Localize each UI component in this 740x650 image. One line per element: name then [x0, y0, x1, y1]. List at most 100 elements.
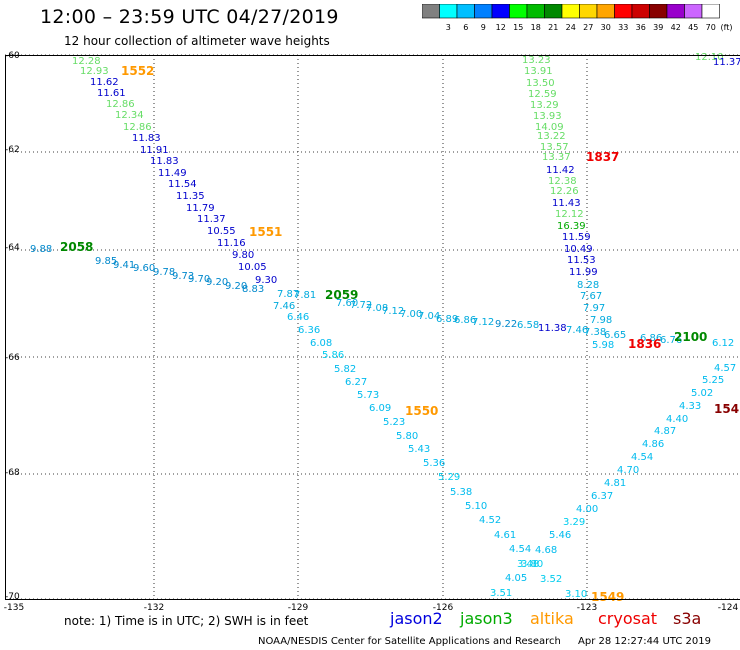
wave-height-label: 6.86 — [454, 315, 476, 326]
wave-height-label: 14.09 — [535, 122, 564, 133]
wave-height-label: 7.67 — [580, 291, 602, 302]
wave-height-label: 6.58 — [517, 320, 539, 331]
lat-label: -62 — [5, 145, 20, 155]
wave-height-label: 3.51 — [490, 588, 512, 599]
wave-height-label: 5.82 — [334, 364, 356, 375]
wave-height-label: 5.43 — [408, 444, 430, 455]
map-frame — [5, 55, 740, 600]
wave-height-label: 12.12 — [555, 209, 584, 220]
scale-tick-label: 9 — [481, 23, 486, 32]
pass-time-label: 154 — [714, 402, 739, 416]
wave-height-label: 12.38 — [548, 176, 577, 187]
wave-height-label: 13.23 — [522, 55, 551, 66]
wave-height-label: 11.54 — [168, 179, 197, 190]
wave-height-label: 11.37 — [713, 57, 740, 68]
pass-time-label: 2059 — [325, 288, 358, 302]
scale-tick-label: 70 — [706, 23, 716, 32]
wave-height-label: 11.59 — [562, 232, 591, 243]
wave-height-label: 7.08 — [366, 303, 388, 314]
wave-height-label: 11.16 — [217, 238, 246, 249]
wave-height-label: 7.46 — [273, 301, 295, 312]
wave-height-label: 12.26 — [550, 186, 579, 197]
wave-height-label: 12.93 — [80, 66, 109, 77]
wave-height-label: 5.80 — [396, 431, 418, 442]
wave-height-label: 6.76 — [660, 335, 682, 346]
scale-swatch — [701, 4, 720, 19]
wave-height-label: 4.52 — [479, 515, 501, 526]
wave-height-label: 5.86 — [322, 350, 344, 361]
credit-line: NOAA/NESDIS Center for Satellite Applica… — [258, 636, 561, 647]
wave-height-label: 3.48 — [517, 559, 539, 570]
wave-height-label: 7.60 — [336, 298, 358, 309]
wave-height-label: 11.42 — [546, 165, 575, 176]
lat-label: -64 — [5, 243, 20, 253]
wave-height-label: 4.68 — [535, 545, 557, 556]
scale-tick-label: 15 — [513, 23, 523, 32]
wave-height-label: 10.05 — [238, 262, 267, 273]
wave-height-label: 7.38 — [584, 327, 606, 338]
scale-tick-label: 18 — [531, 23, 541, 32]
wave-height-label: 5.25 — [702, 375, 724, 386]
wave-height-label: 7.87 — [277, 289, 299, 300]
wave-height-label: 13.91 — [524, 66, 553, 77]
wave-height-label: 9.41 — [113, 260, 135, 271]
wave-height-labels: 12.2812.9311.6211.6112.8612.3412.8611.83… — [30, 52, 740, 600]
wave-height-label: 12.34 — [115, 110, 144, 121]
wave-height-label: 4.54 — [631, 452, 653, 463]
wave-height-label: 11.61 — [97, 88, 126, 99]
wave-height-label: 11.91 — [140, 145, 169, 156]
wave-height-label: 9.30 — [255, 275, 277, 286]
wave-height-label: 4.00 — [576, 504, 598, 515]
wave-height-label: 11.43 — [552, 198, 581, 209]
wave-height-label: 3.29 — [563, 517, 585, 528]
wave-height-label: 4.57 — [714, 363, 736, 374]
wave-height-label: 8.83 — [242, 284, 264, 295]
pass-time-label: 1550 — [405, 404, 438, 418]
wave-height-label: 9.78 — [153, 267, 175, 278]
lon-label: -135 — [3, 603, 25, 613]
wave-height-label: 6.86 — [640, 333, 662, 344]
wave-height-label: 9.20 — [225, 281, 247, 292]
scale-tick-label: 6 — [463, 23, 468, 32]
wave-height-label: 4.70 — [617, 465, 639, 476]
lon-label: -123 — [576, 603, 598, 613]
color-scale-bar: 3 6 9 12 15 18 21 24 27 30 33 36 39 42 45 70 (ft) — [422, 4, 733, 32]
pass-time-label: 1551 — [249, 225, 282, 239]
wave-height-label: 11.79 — [186, 203, 215, 214]
scale-tick-label: 33 — [618, 23, 628, 32]
scale-tick-label: 45 — [688, 23, 698, 32]
lon-label: -129 — [287, 603, 309, 613]
pass-time-label: 1549 — [591, 590, 624, 604]
wave-height-label: 9.20 — [206, 277, 228, 288]
wave-height-label: 6.65 — [604, 330, 626, 341]
wave-height-label: 7.72 — [350, 300, 372, 311]
scale-tick-label: 42 — [671, 23, 681, 32]
wave-height-label: 4.40 — [666, 414, 688, 425]
wave-height-label: 4.87 — [654, 426, 676, 437]
scale-tick-label: 30 — [601, 23, 611, 32]
lat-label: -70 — [5, 592, 20, 602]
pass-time-label: 1552 — [121, 64, 154, 78]
wave-height-label: 5.46 — [549, 530, 571, 541]
wave-height-label: 11.38 — [538, 323, 567, 334]
pass-time-label: 1837 — [586, 150, 619, 164]
wave-height-label: 7.46 — [566, 325, 588, 336]
wave-height-label: 9.73 — [172, 271, 194, 282]
wave-height-label: 5.02 — [691, 388, 713, 399]
wave-height-label: 12.10 — [695, 52, 724, 63]
wave-height-label: 11.83 — [150, 156, 179, 167]
wave-height-label: 4.54 — [509, 544, 531, 555]
wave-height-label: 13.37 — [542, 152, 571, 163]
wave-height-label: 6.08 — [310, 338, 332, 349]
wave-height-label: 11.37 — [197, 214, 226, 225]
wave-height-label: 11.83 — [132, 133, 161, 144]
wave-height-label: 5.29 — [438, 472, 460, 483]
wave-height-label: 5.73 — [357, 390, 379, 401]
scale-tick-label: 21 — [548, 23, 558, 32]
legend-cryosat: cryosat — [598, 609, 658, 628]
legend-s3a: s3a — [673, 609, 702, 628]
pass-time-label: 1836 — [628, 337, 661, 351]
wave-height-label: 9.80 — [232, 250, 254, 261]
